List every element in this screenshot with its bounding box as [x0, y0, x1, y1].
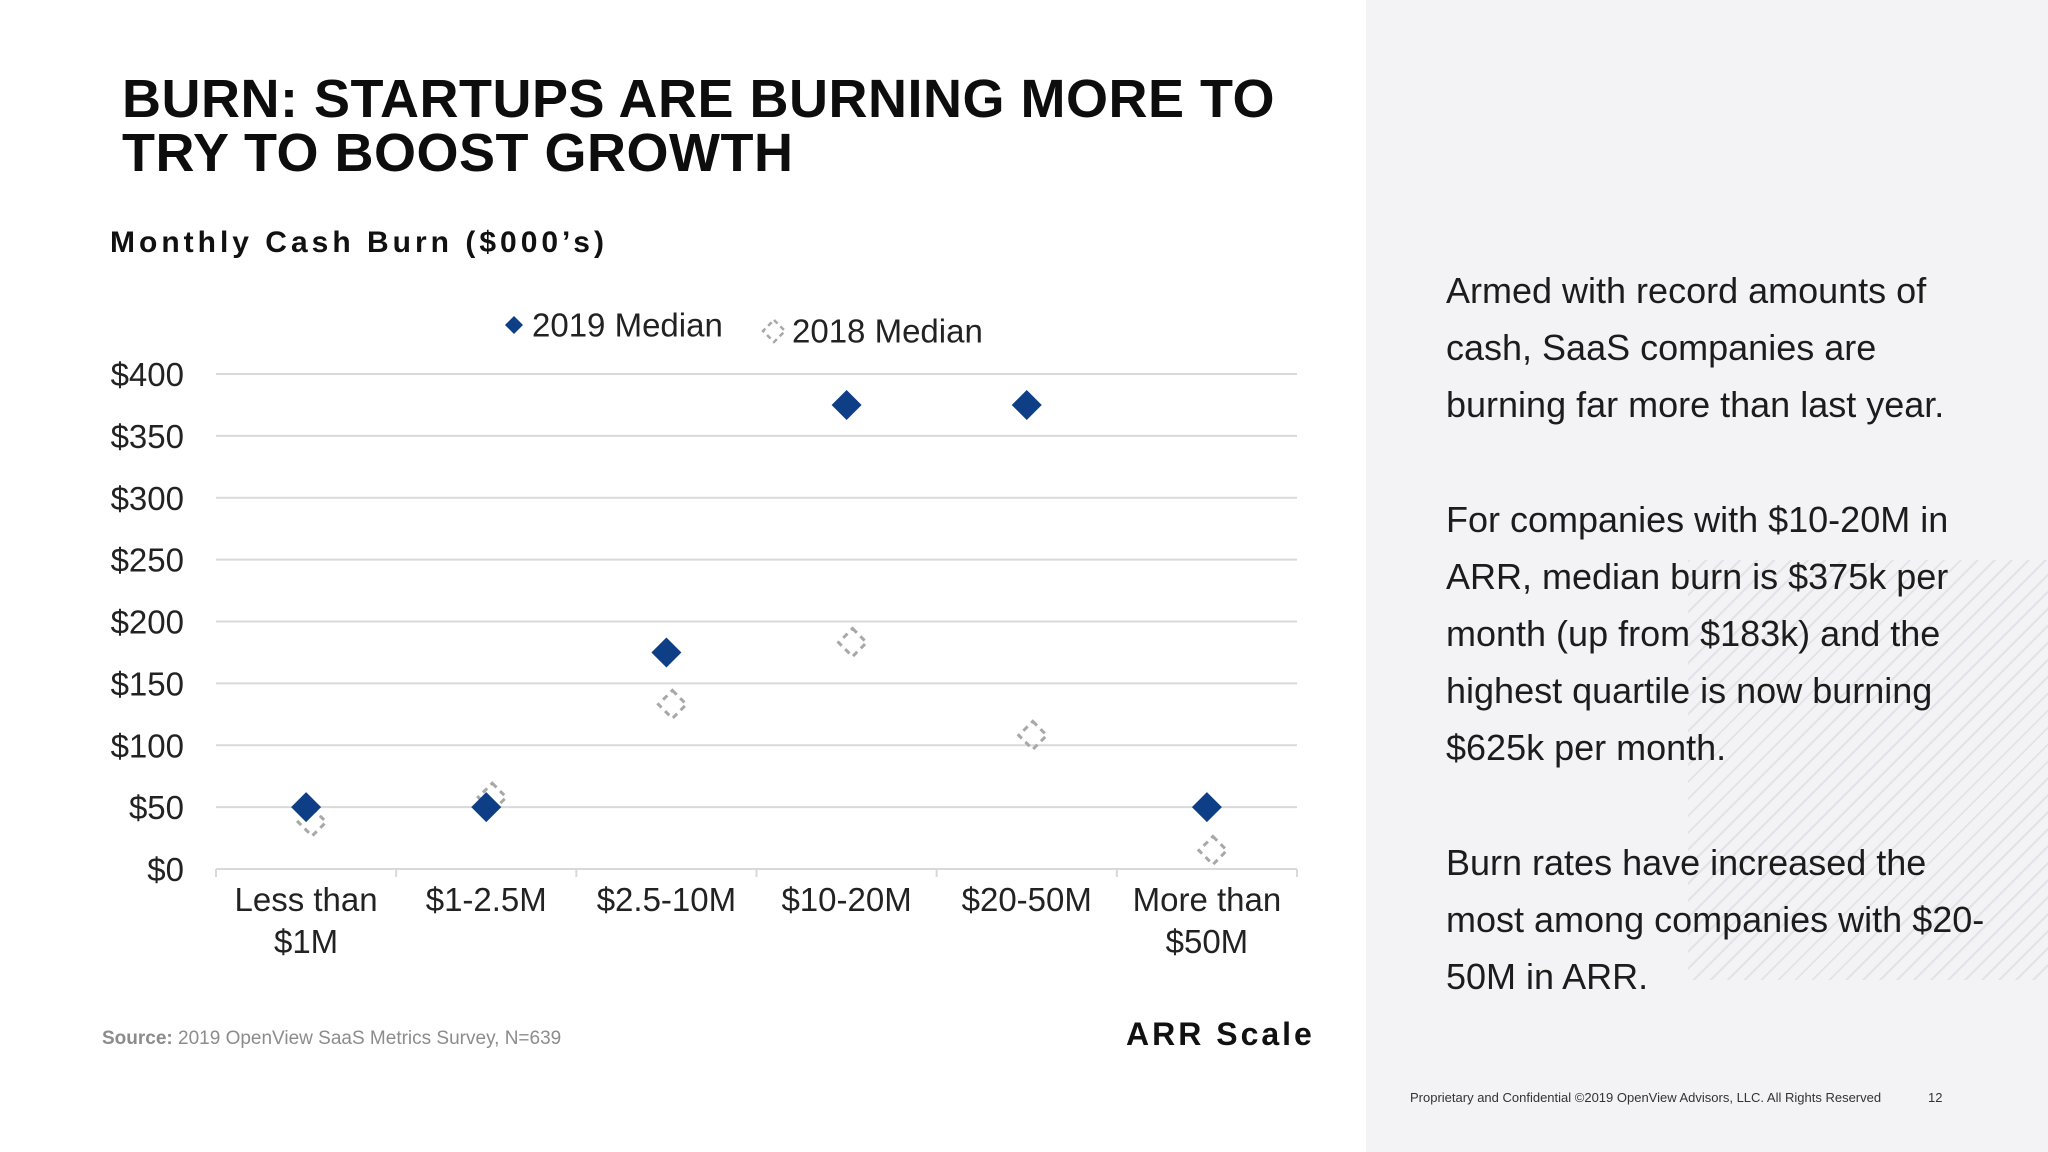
- point-2019-median: [1011, 389, 1042, 420]
- point-2019-median: [831, 389, 862, 420]
- y-tick-label: $100: [111, 727, 184, 764]
- point-2019-median: [291, 792, 322, 823]
- y-tick-label: $150: [111, 665, 184, 702]
- point-2019-median: [651, 637, 682, 668]
- right-panel: [1366, 0, 2048, 1152]
- narrative-text: Armed with record amounts of cash, SaaS …: [1446, 262, 2006, 1063]
- x-tick-label: $1M: [274, 923, 338, 960]
- x-tick-label: $2.5-10M: [597, 881, 736, 918]
- y-tick-label: $250: [111, 542, 184, 579]
- source-label: Source:: [102, 1028, 173, 1049]
- x-tick-label: More than: [1133, 881, 1282, 918]
- legend-label-2018: 2018 Median: [792, 312, 983, 350]
- x-tick-label: Less than: [235, 881, 378, 918]
- page-number: 12: [1928, 1090, 1943, 1105]
- x-tick-label: $10-20M: [781, 881, 911, 918]
- scatter-chart: $0 $50 $100 $150 $200 $250 $300 $350 $400 Less th…: [111, 356, 1298, 960]
- x-tick-label: $1-2.5M: [426, 881, 547, 918]
- narrative-paragraph-1: Armed with record amounts of cash, SaaS …: [1446, 270, 1945, 425]
- source-note: Source: 2019 OpenView SaaS Metrics Surve…: [102, 1028, 561, 1050]
- decorative-hatch-pattern: [1688, 560, 2048, 980]
- x-tick-label: $50M: [1166, 923, 1249, 960]
- point-2018-median: [476, 781, 509, 814]
- point-2018-median: [1196, 834, 1230, 867]
- footer-copyright: Proprietary and Confidential ©2019 OpenV…: [1410, 1090, 1882, 1105]
- x-tick-label: $20-50M: [962, 881, 1092, 918]
- legend-item-2018: 2018 Median: [760, 310, 983, 350]
- point-2019-median: [471, 792, 502, 823]
- legend-marker-2018: [761, 318, 787, 345]
- y-tick-label: $50: [129, 789, 184, 826]
- point-2018-median: [836, 626, 869, 659]
- point-2018-median: [656, 688, 689, 721]
- y-tick-label: $0: [147, 851, 184, 888]
- narrative-paragraph-3: Burn rates have increased the most among…: [1446, 842, 1985, 997]
- x-axis-title: ARR Scale: [1126, 1016, 1315, 1052]
- point-2019-median: [1191, 792, 1222, 823]
- y-tick-label: $350: [111, 418, 184, 455]
- legend-item-2019: 2019 Median: [500, 304, 723, 344]
- narrative-paragraph-2: For companies with $10-20M in ARR, media…: [1446, 499, 1949, 768]
- point-2018-median: [295, 805, 329, 839]
- slide-title: BURN: STARTUPS ARE BURNING MORE TO TRY T…: [122, 72, 1302, 180]
- legend-label-2019: 2019 Median: [532, 306, 723, 344]
- slide-title-line-2: TRY TO BOOST GROWTH: [122, 123, 794, 183]
- y-tick-label: $400: [111, 356, 184, 393]
- legend-marker-2019: [505, 316, 523, 335]
- chart-heading: Monthly Cash Burn ($000’s): [110, 226, 608, 259]
- slide-title-line-1: BURN: STARTUPS ARE BURNING MORE TO: [122, 69, 1276, 129]
- source-text: 2019 OpenView SaaS Metrics Survey, N=639: [178, 1028, 562, 1049]
- point-2018-median: [1016, 719, 1049, 752]
- y-tick-label: $300: [111, 480, 184, 517]
- y-tick-label: $200: [111, 604, 184, 641]
